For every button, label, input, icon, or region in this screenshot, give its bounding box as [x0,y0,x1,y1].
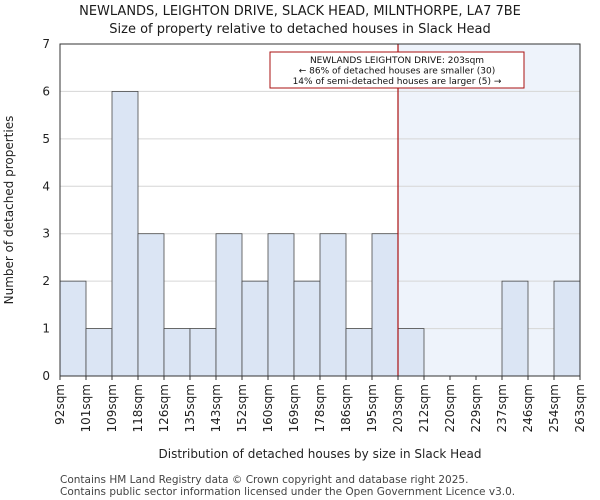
x-tick-label: 126sqm [157,384,171,432]
x-tick-label: 186sqm [339,384,353,432]
bar-237sqm [501,280,529,377]
footer-licence: Contains public sector information licen… [60,486,516,498]
y-tick-label: 3 [42,227,50,241]
chart-subtitle: Size of property relative to detached ho… [109,22,491,37]
bar-178sqm [319,233,347,377]
y-tick-label: 7 [42,37,50,51]
x-tick-label: 118sqm [131,384,145,432]
x-tick-label: 263sqm [573,384,587,432]
bar-160sqm [267,233,295,377]
bar-118sqm [137,233,165,377]
histogram-chart: 0 1 2 3 4 5 6 7 92sqm 101sqm 109sqm 118sqm 126sqm 13… [2,37,587,461]
x-tick-label: 212sqm [417,384,431,432]
x-tick-label: 143sqm [209,384,223,432]
y-tick-label: 2 [42,274,50,288]
bar-195sqm [371,233,399,377]
x-tick-label: 92sqm [53,384,67,425]
x-tick-label: 109sqm [105,384,119,432]
y-tick-label: 0 [42,369,50,383]
x-tick-label: 160sqm [261,384,275,432]
annotation-box: NEWLANDS LEIGHTON DRIVE: 203sqm ← 86% of… [269,51,525,89]
x-tick-label: 178sqm [313,384,327,432]
x-tick-label: 229sqm [469,384,483,432]
bar-186sqm [345,328,373,377]
x-tick-label: 220sqm [443,384,457,432]
bar-135sqm [189,328,217,377]
x-tick-label: 169sqm [287,384,301,432]
x-axis-label: Distribution of detached houses by size … [159,447,482,461]
y-tick-label: 4 [42,179,50,193]
y-tick-label: 5 [42,132,50,146]
x-tick-label: 135sqm [183,384,197,432]
y-tick-label: 6 [42,84,50,98]
y-tick-label: 1 [42,322,50,336]
x-tick-label: 203sqm [391,384,405,432]
x-tick-label: 152sqm [235,384,249,432]
bar-152sqm [241,280,269,377]
x-tick-label: 237sqm [495,384,509,432]
bar-254sqm [553,280,581,377]
bar-101sqm [85,328,113,377]
footer-copyright: Contains HM Land Registry data © Crown c… [60,474,469,486]
bar-92sqm [59,280,87,377]
x-tick-label: 246sqm [521,384,535,432]
chart-title: NEWLANDS, LEIGHTON DRIVE, SLACK HEAD, MI… [79,4,521,19]
x-tick-label: 101sqm [79,384,93,432]
annotation-line-1: NEWLANDS LEIGHTON DRIVE: 203sqm [310,56,484,66]
bar-126sqm [163,328,191,377]
annotation-line-3: 14% of semi-detached houses are larger (… [293,77,502,87]
annotation-line-2: ← 86% of detached houses are smaller (30… [299,67,496,77]
x-tick-label: 195sqm [365,384,379,432]
bar-143sqm [215,233,243,377]
highlight-region [398,44,580,376]
y-axis-label: Number of detached properties [2,116,16,305]
bar-109sqm [111,91,139,377]
x-tick-label: 254sqm [547,384,561,432]
bar-203sqm [397,328,425,377]
bar-169sqm [293,280,321,377]
